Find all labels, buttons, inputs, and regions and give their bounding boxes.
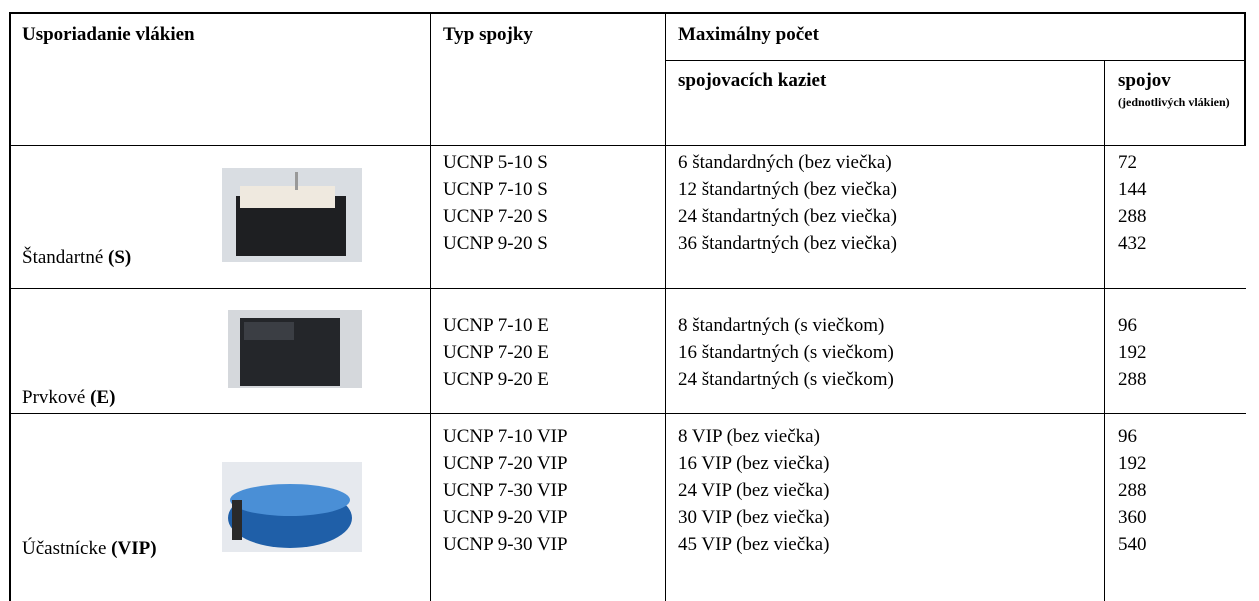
cell: UCNP 7-20 VIP xyxy=(443,453,568,474)
cell: 24 VIP (bez viečka) xyxy=(678,480,830,501)
cell: 36 štandartných (bez viečka) xyxy=(678,233,897,254)
cell: 8 štandartných (s viečkom) xyxy=(678,315,885,336)
group-name: Účastnícke xyxy=(22,538,107,559)
group-label: Účastnícke (VIP) xyxy=(22,538,157,560)
cell: 288 xyxy=(1118,369,1147,390)
cell: UCNP 7-10 VIP xyxy=(443,426,568,447)
cell: 540 xyxy=(1118,534,1147,555)
cell: UCNP 5-10 S xyxy=(443,152,548,173)
cell: UCNP 7-30 VIP xyxy=(443,480,568,501)
cell: UCNP 9-30 VIP xyxy=(443,534,568,555)
cell: UCNP 7-20 E xyxy=(443,342,549,363)
product-image xyxy=(222,462,362,552)
group-name: Štandartné xyxy=(22,247,104,268)
border xyxy=(9,145,1246,146)
cell: 96 xyxy=(1118,426,1137,447)
header: Maximálny počet xyxy=(678,24,819,45)
header: Usporiadanie vlákien xyxy=(22,24,195,45)
cell: 16 štandartných (s viečkom) xyxy=(678,342,894,363)
cell: 288 xyxy=(1118,480,1147,501)
cell: UCNP 7-20 S xyxy=(443,206,548,227)
border xyxy=(430,12,431,601)
border xyxy=(665,60,1246,61)
cell: UCNP 9-20 E xyxy=(443,369,549,390)
cell: 96 xyxy=(1118,315,1137,336)
cell: 30 VIP (bez viečka) xyxy=(678,507,830,528)
border xyxy=(9,413,1246,414)
border xyxy=(1104,60,1105,601)
product-image xyxy=(228,310,362,388)
border xyxy=(9,12,11,601)
group-name: Prvkové xyxy=(22,387,86,408)
cell: UCNP 7-10 S xyxy=(443,179,548,200)
group-code: (E) xyxy=(90,387,116,408)
cell: 24 štandartných (bez viečka) xyxy=(678,206,897,227)
header: Typ spojky xyxy=(443,24,533,45)
cell: 360 xyxy=(1118,507,1147,528)
cell: 24 štandartných (s viečkom) xyxy=(678,369,894,390)
cell: 192 xyxy=(1118,342,1147,363)
cell: 6 štandardných (bez viečka) xyxy=(678,152,892,173)
border xyxy=(9,12,1246,14)
cell: UCNP 7-10 E xyxy=(443,315,549,336)
header: spojovacích kaziet xyxy=(678,70,827,91)
cell: 72 xyxy=(1118,152,1137,173)
border xyxy=(1244,12,1246,146)
cell: 192 xyxy=(1118,453,1147,474)
group-label: Štandartné (S) xyxy=(22,247,131,269)
product-image xyxy=(222,168,362,262)
cell: 45 VIP (bez viečka) xyxy=(678,534,830,555)
group-label: Prvkové (E) xyxy=(22,387,115,409)
header: spojov xyxy=(1118,70,1171,91)
group-code: (VIP) xyxy=(111,538,157,559)
border xyxy=(9,288,1246,289)
group-code: (S) xyxy=(108,247,132,268)
cell: 288 xyxy=(1118,206,1147,227)
cell: 8 VIP (bez viečka) xyxy=(678,426,820,447)
header-note: (jednotlivých vlákien) xyxy=(1118,95,1230,109)
cell: UCNP 9-20 VIP xyxy=(443,507,568,528)
cell: 12 štandartných (bez viečka) xyxy=(678,179,897,200)
cell: 16 VIP (bez viečka) xyxy=(678,453,830,474)
cell: 144 xyxy=(1118,179,1147,200)
cell: 432 xyxy=(1118,233,1147,254)
cell: UCNP 9-20 S xyxy=(443,233,548,254)
border xyxy=(665,12,666,601)
